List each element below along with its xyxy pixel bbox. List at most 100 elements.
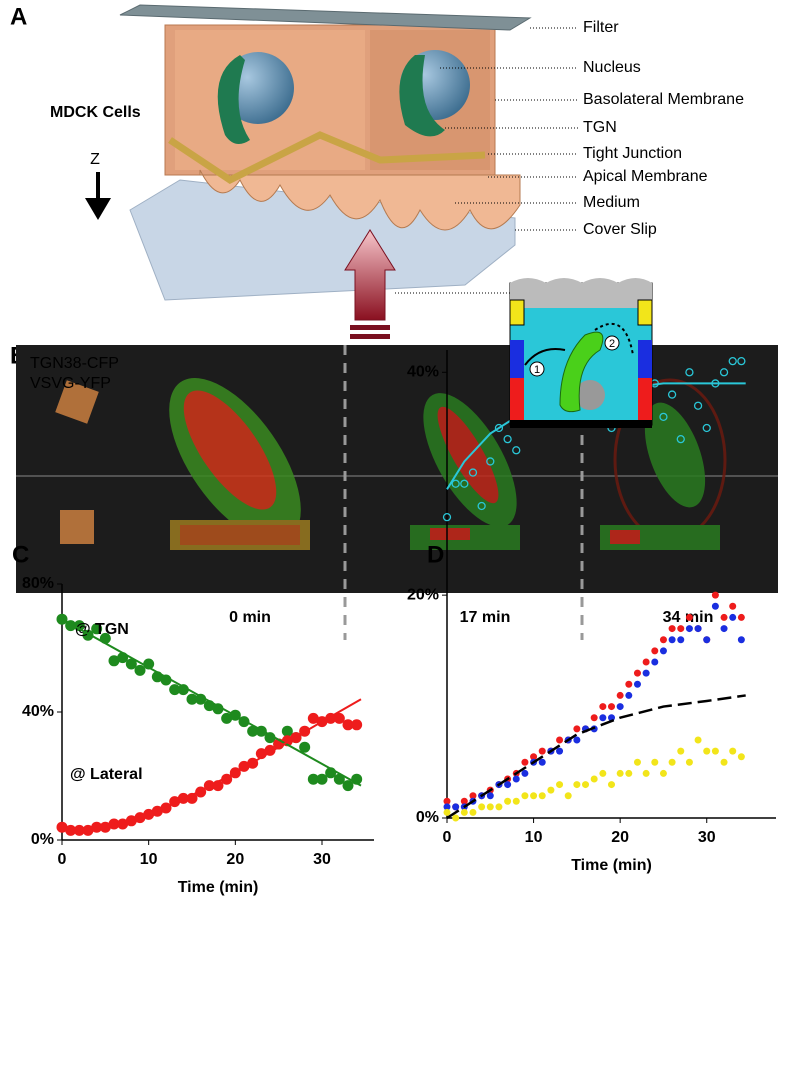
point xyxy=(599,770,606,777)
point xyxy=(669,625,676,632)
point xyxy=(669,759,676,766)
point xyxy=(677,748,684,755)
inset-strip xyxy=(638,300,652,325)
point xyxy=(738,636,745,643)
point xyxy=(643,770,650,777)
point xyxy=(599,703,606,710)
point xyxy=(444,809,451,816)
point xyxy=(686,759,693,766)
x-tick-label: 30 xyxy=(698,829,716,846)
point xyxy=(721,614,728,621)
point xyxy=(677,636,684,643)
point xyxy=(686,614,693,621)
point xyxy=(573,781,580,788)
point xyxy=(556,737,563,744)
point xyxy=(617,703,624,710)
point xyxy=(729,748,736,755)
point xyxy=(651,759,658,766)
point xyxy=(469,809,476,816)
point xyxy=(539,792,546,799)
point xyxy=(461,809,468,816)
x-tick-label: 10 xyxy=(525,829,543,846)
point xyxy=(452,803,459,810)
callout-label: Nucleus xyxy=(583,59,641,76)
blob xyxy=(430,528,470,540)
point xyxy=(608,703,615,710)
point xyxy=(721,759,728,766)
callout-label: Apical Membrane xyxy=(583,168,708,185)
x-tick-label: 20 xyxy=(226,851,244,868)
point xyxy=(487,792,494,799)
callout-label: TGN xyxy=(583,119,617,136)
point xyxy=(351,719,362,730)
point xyxy=(729,614,736,621)
fit-line xyxy=(447,695,746,818)
inset-strip xyxy=(510,300,524,325)
y-tick-label: 0% xyxy=(31,831,54,848)
inset-label: 2 xyxy=(609,338,615,350)
y-tick-label: 80% xyxy=(22,575,54,592)
inset-label: 1 xyxy=(534,364,540,376)
x-tick-label: 0 xyxy=(443,829,452,846)
blob xyxy=(180,525,300,545)
point xyxy=(513,798,520,805)
point xyxy=(695,737,702,744)
callout-label: Filter xyxy=(583,19,619,36)
point xyxy=(712,603,719,610)
x-tick-label: 20 xyxy=(611,829,629,846)
x-axis-title: Time (min) xyxy=(571,857,652,874)
panel-letter: D xyxy=(427,541,444,568)
point xyxy=(651,659,658,666)
x-tick-label: 30 xyxy=(313,851,331,868)
point xyxy=(513,776,520,783)
point xyxy=(643,659,650,666)
x-tick-label: 0 xyxy=(58,851,67,868)
inset-strip xyxy=(510,340,524,378)
panel-letter: C xyxy=(12,541,29,568)
point xyxy=(504,798,511,805)
inset-strip xyxy=(638,340,652,378)
point xyxy=(703,636,710,643)
time-label: 17 min xyxy=(460,609,511,626)
point xyxy=(660,647,667,654)
point xyxy=(521,759,528,766)
y-tick-label: 40% xyxy=(22,703,54,720)
x-axis-title: Time (min) xyxy=(178,879,259,896)
fit-line xyxy=(62,619,361,785)
point xyxy=(530,792,537,799)
point xyxy=(677,625,684,632)
point xyxy=(487,803,494,810)
point xyxy=(660,636,667,643)
point xyxy=(703,748,710,755)
point xyxy=(625,692,632,699)
cube-icon xyxy=(60,510,94,544)
cells-label: MDCK Cells xyxy=(50,104,141,121)
point xyxy=(729,603,736,610)
y-tick-label: 0% xyxy=(416,809,439,826)
point xyxy=(591,714,598,721)
time-label: 0 min xyxy=(229,609,271,626)
point xyxy=(539,759,546,766)
panel-letter: A xyxy=(10,3,27,30)
channel-label: TGN38-CFP xyxy=(30,355,119,372)
blob xyxy=(610,530,640,544)
z-arrow-head xyxy=(85,198,111,220)
laser-bar xyxy=(350,334,390,339)
point xyxy=(573,737,580,744)
point xyxy=(634,670,641,677)
panel-b: B TGN38-CFPVSVG-YFP0 min17 min34 min xyxy=(10,342,778,640)
point xyxy=(565,792,572,799)
point xyxy=(738,614,745,621)
point xyxy=(625,770,632,777)
point xyxy=(608,781,615,788)
point xyxy=(582,781,589,788)
inset xyxy=(510,278,652,428)
point xyxy=(651,647,658,654)
callout-label: Basolateral Membrane xyxy=(583,91,744,108)
point xyxy=(695,625,702,632)
inset-filter xyxy=(510,278,652,308)
point xyxy=(521,792,528,799)
point xyxy=(539,748,546,755)
point xyxy=(495,803,502,810)
laser-bar xyxy=(350,325,390,330)
